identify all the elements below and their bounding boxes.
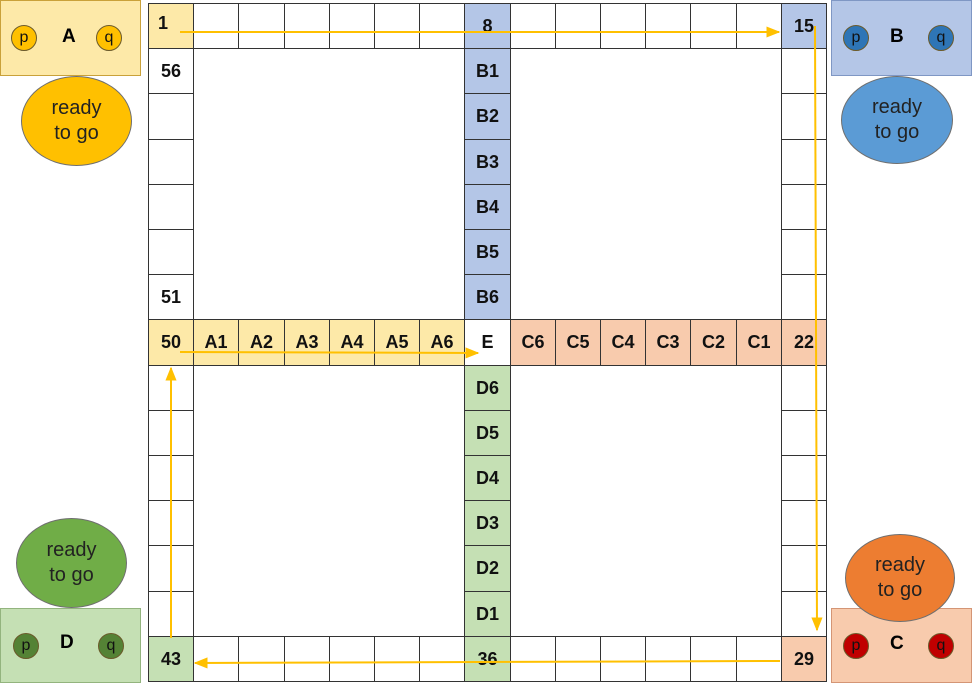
- track-cell[interactable]: [781, 365, 827, 411]
- home-cell-c6[interactable]: C6: [510, 319, 556, 366]
- track-cell[interactable]: [510, 636, 556, 682]
- track-cell[interactable]: [555, 3, 601, 49]
- home-cell-b4[interactable]: B4: [464, 184, 511, 230]
- player-d-label: D: [60, 632, 74, 653]
- player-a-token-p[interactable]: p: [11, 25, 37, 51]
- track-cell-43[interactable]: 43: [148, 636, 194, 682]
- home-cell-d2[interactable]: D2: [464, 545, 511, 592]
- player-c-ready-zone[interactable]: ready to go: [845, 534, 955, 622]
- track-cell-56[interactable]: 56: [148, 48, 194, 94]
- player-c-token-p[interactable]: p: [843, 633, 869, 659]
- home-cell-c5[interactable]: C5: [555, 319, 601, 366]
- track-cell[interactable]: [781, 274, 827, 320]
- track-cell[interactable]: [600, 636, 646, 682]
- home-cell-b5[interactable]: B5: [464, 229, 511, 275]
- track-cell[interactable]: [781, 455, 827, 501]
- home-cell-d5[interactable]: D5: [464, 410, 511, 456]
- player-b-token-q[interactable]: q: [928, 25, 954, 51]
- home-cell-c1[interactable]: C1: [736, 319, 782, 366]
- home-cell-a5[interactable]: A5: [374, 319, 420, 366]
- home-cell-c3[interactable]: C3: [645, 319, 691, 366]
- track-cell-50[interactable]: 50: [148, 319, 194, 366]
- player-a-token-q[interactable]: q: [96, 25, 122, 51]
- home-cell-a1[interactable]: A1: [193, 319, 239, 366]
- home-cell-b6[interactable]: B6: [464, 274, 511, 320]
- player-c-label: C: [890, 633, 904, 654]
- bottom-arrow: [193, 657, 781, 669]
- home-cell-a2[interactable]: A2: [238, 319, 285, 366]
- track-cell[interactable]: [374, 636, 420, 682]
- home-cell-d3[interactable]: D3: [464, 500, 511, 546]
- track-cell[interactable]: [284, 636, 330, 682]
- track-cell-8[interactable]: 8: [464, 3, 511, 49]
- player-b-label: B: [890, 26, 904, 47]
- track-cell[interactable]: [736, 636, 782, 682]
- home-cell-a6[interactable]: A6: [419, 319, 465, 366]
- home-cell-b1[interactable]: B1: [464, 48, 511, 94]
- player-a-label: A: [62, 26, 76, 47]
- track-cell[interactable]: [329, 3, 375, 49]
- home-cell-b3[interactable]: B3: [464, 139, 511, 185]
- home-cell-d1[interactable]: D1: [464, 591, 511, 637]
- player-a-ready-zone[interactable]: ready to go: [21, 76, 132, 166]
- track-cell[interactable]: [645, 636, 691, 682]
- track-cell[interactable]: [284, 3, 330, 49]
- track-cell[interactable]: [148, 139, 194, 185]
- player-b-ready-zone[interactable]: ready to go: [841, 76, 953, 164]
- track-cell[interactable]: [148, 184, 194, 230]
- home-cell-b2[interactable]: B2: [464, 93, 511, 140]
- player-b-token-p[interactable]: p: [843, 25, 869, 51]
- track-cell[interactable]: [781, 500, 827, 546]
- home-cell-d4[interactable]: D4: [464, 455, 511, 501]
- track-cell[interactable]: [781, 545, 827, 592]
- track-cell[interactable]: [374, 3, 420, 49]
- track-cell[interactable]: [736, 3, 782, 49]
- track-cell[interactable]: [600, 3, 646, 49]
- player-c-token-q[interactable]: q: [928, 633, 954, 659]
- track-cell[interactable]: [690, 3, 737, 49]
- home-arrow: [179, 347, 480, 359]
- track-cell-51[interactable]: 51: [148, 274, 194, 320]
- home-cell-d6[interactable]: D6: [464, 365, 511, 411]
- player-d-ready-zone[interactable]: ready to go: [16, 518, 127, 608]
- player-d-token-q[interactable]: q: [98, 633, 124, 659]
- track-cell-36[interactable]: 36: [464, 636, 511, 682]
- track-cell[interactable]: [781, 410, 827, 456]
- track-cell[interactable]: [193, 3, 239, 49]
- track-cell[interactable]: [238, 636, 285, 682]
- track-cell[interactable]: [781, 93, 827, 140]
- track-cell[interactable]: [419, 636, 465, 682]
- right-arrow: [811, 25, 823, 632]
- player-d-token-p[interactable]: p: [13, 633, 39, 659]
- track-cell-1[interactable]: 1: [148, 3, 194, 49]
- track-cell[interactable]: [329, 636, 375, 682]
- home-cell-c4[interactable]: C4: [600, 319, 646, 366]
- home-cell-a4[interactable]: A4: [329, 319, 375, 366]
